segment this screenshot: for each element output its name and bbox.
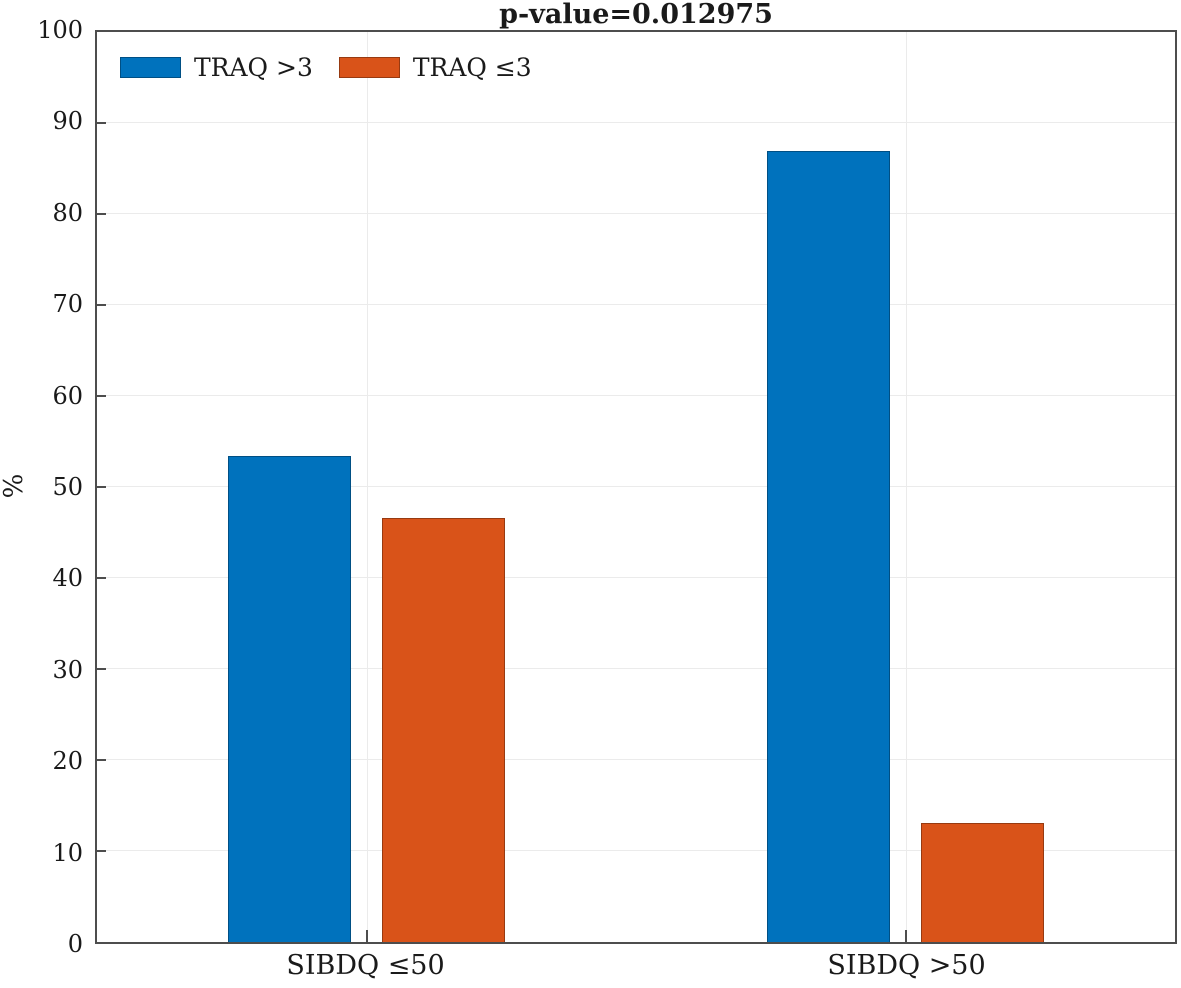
legend-item: TRAQ >3 — [120, 53, 313, 82]
y-gridline — [97, 395, 1175, 396]
y-tick-label: 50 — [52, 473, 83, 501]
bar-traq->3-cat1 — [766, 151, 891, 942]
legend-item: TRAQ ≤3 — [338, 53, 532, 82]
y-tick-mark — [97, 213, 106, 215]
x-tick-mark — [365, 930, 368, 942]
y-tick-mark — [97, 850, 106, 852]
y-tick-mark — [97, 122, 106, 124]
legend-swatch — [338, 57, 400, 78]
bar-traq-≤3-cat1 — [920, 822, 1045, 942]
y-tick-mark — [97, 577, 106, 579]
y-gridline — [97, 577, 1175, 578]
legend: TRAQ >3 TRAQ ≤3 — [120, 53, 532, 82]
x-tick-label: SIBDQ >50 — [827, 950, 986, 981]
x-tick-mark — [904, 930, 907, 942]
x-tick-label: SIBDQ ≤50 — [286, 950, 445, 981]
x-gridline — [366, 32, 368, 942]
chart-title: p-value=0.012975 — [499, 0, 773, 30]
y-tick-label: 100 — [37, 16, 83, 44]
bar-traq-≤3-cat0 — [381, 517, 506, 942]
y-tick-mark — [97, 395, 106, 397]
x-gridline — [905, 32, 907, 942]
y-tick-mark — [97, 486, 106, 488]
y-tick-label: 30 — [52, 655, 83, 684]
bar-traq->3-cat0 — [227, 456, 352, 942]
y-tick-mark — [97, 759, 106, 761]
legend-label: TRAQ >3 — [194, 53, 313, 82]
y-tick-label: 90 — [52, 107, 83, 136]
legend-label: TRAQ ≤3 — [412, 53, 532, 82]
y-gridline — [97, 213, 1175, 214]
y-tick-label: 10 — [52, 838, 83, 867]
y-gridline — [97, 304, 1175, 305]
y-gridline — [97, 122, 1175, 123]
y-gridline — [97, 668, 1175, 669]
plot-area: TRAQ >3 TRAQ ≤3 — [95, 30, 1177, 944]
y-tick-label: 80 — [52, 198, 83, 227]
y-tick-label: 0 — [67, 930, 83, 958]
y-tick-label: 40 — [52, 564, 83, 593]
y-tick-mark — [97, 304, 106, 306]
y-gridline — [97, 759, 1175, 760]
y-tick-mark — [97, 668, 106, 670]
y-tick-label: 60 — [52, 381, 83, 410]
y-gridline — [97, 850, 1175, 851]
y-tick-label: 70 — [52, 290, 83, 319]
legend-swatch — [120, 57, 181, 78]
y-tick-label: 20 — [52, 747, 83, 776]
y-gridline — [97, 486, 1175, 487]
